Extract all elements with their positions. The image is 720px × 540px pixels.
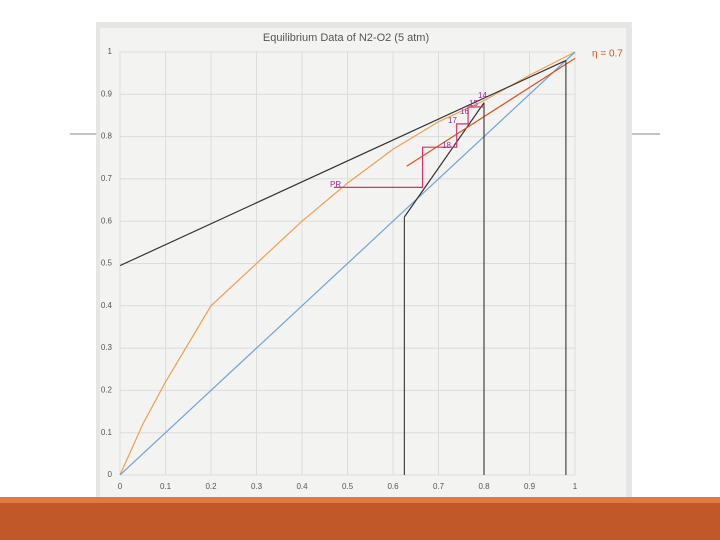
x-tick-label: 0.9 xyxy=(524,482,536,491)
y-tick-label: 0.9 xyxy=(101,89,113,98)
x-tick-label: 0.6 xyxy=(387,482,399,491)
series-line xyxy=(119,51,576,476)
series-line xyxy=(406,57,576,167)
y-tick-label: 0.5 xyxy=(101,259,113,268)
annotation: 17 xyxy=(448,116,457,125)
x-tick-label: 0.1 xyxy=(160,482,172,491)
annotation: 16 xyxy=(460,107,469,116)
y-tick-label: 0.1 xyxy=(101,428,113,437)
annotation: 18 xyxy=(442,141,451,150)
series-line xyxy=(403,60,567,475)
annotation: 15 xyxy=(469,99,478,108)
x-tick-label: 0.2 xyxy=(205,482,217,491)
chart-title: Equilibrium Data of N2-O2 (5 atm) xyxy=(263,32,429,44)
y-tick-label: 0.4 xyxy=(101,301,113,310)
footer-strip xyxy=(0,497,720,503)
x-tick-label: 1 xyxy=(573,482,578,491)
footer-band xyxy=(0,503,720,540)
x-tick-label: 0.7 xyxy=(433,482,445,491)
x-tick-label: 0.3 xyxy=(251,482,263,491)
annotation: η = 0.7 xyxy=(592,49,623,60)
y-tick-label: 0 xyxy=(108,470,113,479)
annotation: PR xyxy=(330,180,341,189)
x-tick-label: 0.4 xyxy=(296,482,308,491)
y-tick-label: 1 xyxy=(108,47,113,56)
y-tick-label: 0.6 xyxy=(101,216,113,225)
x-tick-label: 0 xyxy=(118,482,123,491)
annotation: 14 xyxy=(478,91,487,100)
series-line xyxy=(403,102,485,218)
series-line xyxy=(119,51,576,476)
y-tick-label: 0.7 xyxy=(101,174,113,183)
y-tick-label: 0.8 xyxy=(101,132,113,141)
series-line xyxy=(333,106,484,188)
x-tick-label: 0.5 xyxy=(342,482,354,491)
y-tick-label: 0.2 xyxy=(101,386,113,395)
x-tick-label: 0.8 xyxy=(478,482,490,491)
series-line xyxy=(119,59,567,267)
y-tick-label: 0.3 xyxy=(101,343,113,352)
